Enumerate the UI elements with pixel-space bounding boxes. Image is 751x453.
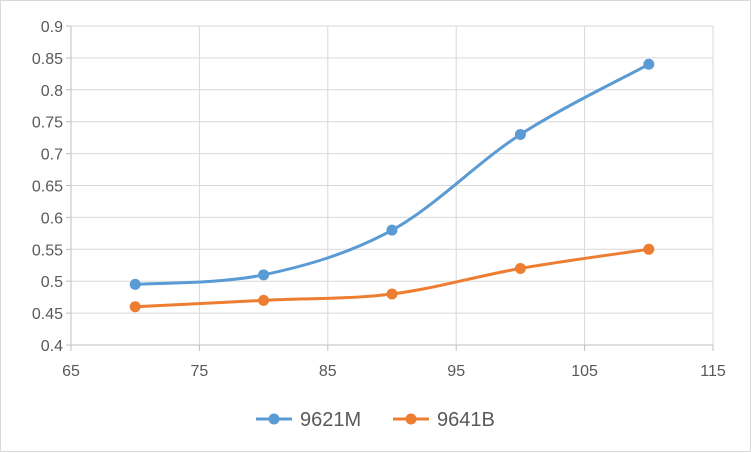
data-point-9621m [386,224,398,236]
y-tick-label: 0.85 [32,51,63,68]
legend-label: 9641B [437,409,495,431]
data-point-9621m [258,269,270,281]
x-tick-label: 105 [571,363,598,380]
data-point-9641b [386,288,398,300]
y-tick-label: 0.6 [41,210,63,227]
data-point-9621m [129,278,141,290]
data-point-9641b [514,262,526,274]
series-lines [129,58,655,313]
data-point-9621m [643,58,655,70]
axes [66,25,714,351]
y-tick-label: 0.65 [32,179,63,196]
x-tick-label: 85 [319,363,337,380]
legend: 9621M 9641B [256,409,495,431]
x-tick-label: 65 [62,363,80,380]
y-tick-label: 0.7 [41,147,63,164]
legend-point-marker [405,413,417,425]
legend-label: 9621M [300,409,361,431]
y-tick-label: 0.75 [32,115,63,132]
legend-point-marker [268,413,280,425]
y-tick-label: 0.8 [41,83,63,100]
y-tick-label: 0.9 [41,19,63,36]
y-tick-label: 0.5 [41,274,63,291]
series-line-9621m [133,62,651,286]
y-tick-label: 0.55 [32,242,63,259]
data-point-9621m [514,128,526,140]
y-tick-label: 0.4 [41,338,63,355]
data-point-9641b [258,294,270,306]
x-tick-label: 95 [447,363,465,380]
x-tick-label: 115 [700,363,726,380]
x-tick-label: 75 [191,363,209,380]
y-tick-labels: 0.4 0.45 0.5 0.55 0.6 0.65 0.7 0.75 0.8 0.85 0.9 [32,19,63,355]
x-tick-labels: 65 75 85 95 105 115 [62,363,726,380]
data-point-9641b [643,243,655,255]
data-point-9641b [129,301,141,313]
y-tick-label: 0.45 [32,306,63,323]
